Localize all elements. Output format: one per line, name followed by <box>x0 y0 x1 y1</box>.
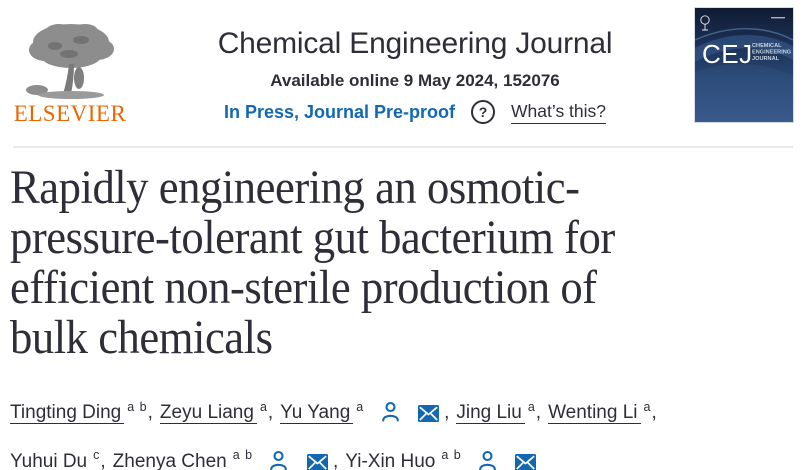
author-link[interactable]: Zeyu Liang a <box>159 400 268 425</box>
author-link[interactable]: Yuhui Du c <box>10 448 101 470</box>
svg-text:JOURNAL: JOURNAL <box>752 56 780 62</box>
cover-journal-name: CHEMICAL ENGINEERING JOURNAL <box>752 43 791 62</box>
cover-abbreviation: CEJ <box>702 39 753 69</box>
author-link[interactable]: Jing Liu a <box>456 400 536 425</box>
svg-text:CHEMICAL: CHEMICAL <box>752 43 782 49</box>
author-affiliation-sup: a <box>356 400 365 414</box>
article-title: Rapidly engineering an osmotic-pressure-… <box>10 163 773 363</box>
author-name: Jing Liu <box>456 402 525 425</box>
article-title-line: pressure-tolerant gut bacterium for <box>10 211 615 264</box>
author-affiliation-sup: c <box>93 448 101 463</box>
author-name: Yi-Xin Huo <box>345 450 439 470</box>
cover-elsevier-mark <box>700 15 710 31</box>
status-row: In Press, Journal Pre-proof ? What’s thi… <box>160 100 670 124</box>
journal-header: Chemical Engineering Journal Available o… <box>160 27 670 124</box>
author-affiliation-sup: a b <box>441 448 462 463</box>
author-name: Yu Yang <box>280 402 354 425</box>
journal-cover-art: CEJ CHEMICAL ENGINEERING JOURNAL <box>694 8 794 122</box>
author-name: Zhenya Chen <box>112 450 230 470</box>
author-affiliation-sup: a b <box>232 448 254 463</box>
author-link[interactable]: Tingting Ding a b <box>10 400 148 425</box>
author-separator: , <box>535 402 542 424</box>
author-link[interactable]: Wenting Li a <box>548 400 652 425</box>
author-profile-icon[interactable] <box>478 446 497 470</box>
author-link[interactable]: Zhenya Chen a b <box>112 448 254 470</box>
author-email-icon[interactable] <box>417 397 439 436</box>
journal-title-link[interactable]: Chemical Engineering Journal <box>217 27 613 60</box>
author-profile-icon[interactable] <box>269 446 288 470</box>
author-name: Tingting Ding <box>10 402 125 425</box>
cover-issue-marks <box>771 17 785 19</box>
header-divider <box>13 146 793 148</box>
article-title-line: Rapidly engineering an osmotic- <box>10 161 580 214</box>
author-separator: , <box>147 402 153 424</box>
in-press-link[interactable]: In Press, Journal Pre-proof <box>223 101 456 122</box>
author-link[interactable]: Yi-Xin Huo a b <box>345 448 462 470</box>
elsevier-logo-link[interactable]: ELSEVIER <box>13 16 127 127</box>
author-list: Tingting Ding a b, Zeyu Liang a, Yu Yang a ,J… <box>10 388 810 470</box>
author-email-icon[interactable] <box>306 446 328 470</box>
whats-this-link[interactable]: What’s this? <box>511 101 607 124</box>
article-title-line: efficient non-sterile production of <box>10 261 597 314</box>
author-affiliation-sup: a b <box>127 400 148 414</box>
elsevier-tree-icon <box>26 24 114 99</box>
author-name: Yuhui Du <box>10 450 91 470</box>
author-separator: , <box>267 402 274 424</box>
author-separator: , <box>444 402 450 424</box>
journal-cover-thumbnail[interactable]: CEJ CHEMICAL ENGINEERING JOURNAL <box>694 7 794 123</box>
author-profile-icon[interactable] <box>381 397 400 436</box>
help-question-icon[interactable]: ? <box>471 100 496 124</box>
article-title-line: bulk chemicals <box>10 311 273 364</box>
author-email-icon[interactable] <box>515 446 537 470</box>
author-link[interactable]: Yu Yang a <box>280 400 365 425</box>
author-separator: , <box>332 450 339 470</box>
author-name: Zeyu Liang <box>159 402 257 425</box>
elsevier-wordmark: ELSEVIER <box>13 101 127 126</box>
availability-text: Available online 9 May 2024, 152076 <box>270 71 560 90</box>
author-separator: , <box>100 450 106 470</box>
author-affiliation-sup: a <box>527 400 536 414</box>
svg-text:ENGINEERING: ENGINEERING <box>752 50 791 56</box>
author-affiliation-sup: a <box>259 400 268 414</box>
author-name: Wenting Li <box>548 402 641 425</box>
author-separator: , <box>651 402 657 424</box>
author-affiliation-sup: a <box>643 400 652 414</box>
